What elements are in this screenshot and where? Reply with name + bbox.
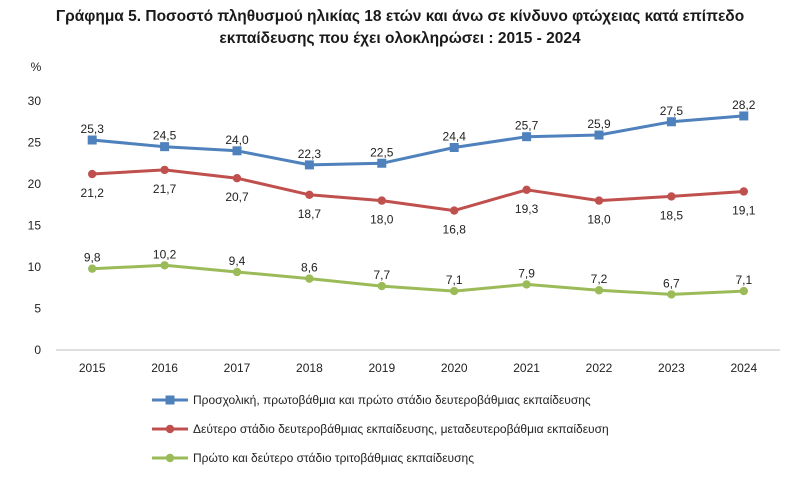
chart-title: Γράφημα 5. Ποσοστό πληθυσμού ηλικίας 18 …: [0, 6, 800, 50]
data-label: 18,7: [298, 207, 322, 221]
data-point-marker: [522, 280, 531, 289]
data-point-marker: [304, 160, 314, 170]
data-label: 18,5: [660, 208, 684, 222]
data-point-marker: [88, 264, 97, 273]
data-label: 19,3: [515, 202, 539, 216]
data-point-marker: [449, 142, 459, 152]
data-point-marker: [522, 132, 532, 142]
y-tick-label: 15: [28, 219, 42, 233]
data-point-marker: [377, 196, 386, 205]
x-tick-label: 2020: [441, 361, 468, 375]
data-point-marker: [739, 111, 749, 121]
x-tick-label: 2019: [368, 361, 395, 375]
data-point-marker: [305, 190, 314, 199]
series-line-1: [90, 114, 746, 167]
data-point-marker: [87, 135, 97, 145]
x-tick-label: 2015: [79, 361, 106, 375]
data-point-marker: [160, 165, 169, 175]
data-point-marker: [522, 185, 531, 195]
x-tick-label: 2022: [586, 361, 613, 375]
data-label: 25,7: [515, 119, 539, 133]
data-point-marker: [377, 281, 386, 291]
legend-label: Δεύτερο στάδιο δευτεροβάθμιας εκπαίδευση…: [193, 422, 609, 436]
data-label: 7,2: [591, 272, 608, 286]
y-tick-label: 20: [28, 177, 42, 191]
data-label: 24,5: [153, 129, 177, 143]
data-label: 6,7: [663, 276, 680, 290]
x-tick-label: 2024: [730, 361, 757, 375]
data-point-marker: [594, 196, 604, 205]
data-label: 9,8: [84, 251, 101, 265]
data-label: 28,2: [732, 98, 756, 112]
x-tick-label: 2023: [658, 361, 685, 375]
data-point-marker: [594, 130, 604, 140]
data-label: 18,0: [370, 213, 394, 227]
data-point-marker: [450, 206, 459, 215]
legend-label: Προσχολική, πρωτοβάθμια και πρώτο στάδιο…: [193, 393, 591, 407]
data-label: 24,4: [443, 129, 467, 143]
y-axis-unit-label: %: [31, 60, 42, 74]
data-label: 24,0: [225, 133, 249, 147]
chart-title-line-2: εκπαίδευσης που έχει ολοκληρώσει : 2015 …: [219, 30, 581, 47]
legend-swatch-marker: [165, 453, 175, 463]
data-label: 19,1: [732, 203, 756, 217]
data-point-marker: [160, 261, 169, 270]
data-label: 27,5: [660, 104, 684, 118]
x-tick-label: 2017: [224, 361, 251, 375]
data-point-marker: [160, 142, 170, 152]
data-label: 22,3: [298, 147, 322, 161]
y-tick-label: 25: [28, 136, 42, 150]
data-point-marker: [232, 146, 242, 156]
data-label: 7,7: [373, 268, 390, 282]
data-label: 7,1: [735, 273, 752, 287]
data-point-marker: [88, 169, 97, 179]
data-point-marker: [305, 274, 314, 283]
y-tick-label: 30: [28, 94, 42, 108]
data-point-marker: [739, 286, 748, 296]
x-tick-label: 2016: [151, 361, 178, 375]
data-label: 21,2: [81, 186, 105, 200]
data-label: 21,7: [153, 182, 177, 196]
data-point-marker: [377, 158, 387, 168]
x-tick-label: 2018: [296, 361, 323, 375]
data-label: 10,2: [153, 247, 177, 261]
data-point-marker: [667, 290, 676, 299]
data-point-marker: [594, 286, 604, 295]
data-label: 7,1: [446, 273, 463, 287]
y-tick-label: 10: [28, 260, 42, 274]
data-label: 25,3: [81, 122, 105, 136]
legend-swatch-marker: [165, 395, 175, 405]
data-label: 20,7: [225, 190, 249, 204]
data-label: 8,6: [301, 261, 318, 275]
data-label: 9,4: [229, 254, 246, 268]
y-tick-label: 0: [34, 343, 41, 357]
data-point-marker: [667, 192, 676, 201]
data-point-marker: [232, 267, 242, 277]
series-line-3: [90, 263, 746, 296]
series-line-2: [90, 168, 746, 213]
y-tick-label: 5: [34, 302, 41, 316]
legend-label: Πρώτο και δεύτερο στάδιο τριτοβάθμιας εκ…: [193, 451, 474, 465]
x-tick-label: 2021: [513, 361, 540, 375]
chart-title-line-1: Γράφημα 5. Ποσοστό πληθυσμού ηλικίας 18 …: [55, 8, 745, 25]
data-label: 16,8: [443, 223, 467, 237]
data-label: 25,9: [587, 117, 611, 131]
data-point-marker: [739, 187, 748, 196]
data-point-marker: [232, 173, 242, 183]
data-label: 7,9: [518, 266, 535, 280]
data-point-marker: [666, 117, 676, 127]
data-label: 22,5: [370, 145, 394, 159]
data-point-marker: [450, 286, 459, 296]
legend-swatch-marker: [165, 424, 175, 434]
data-label: 18,0: [587, 213, 611, 227]
